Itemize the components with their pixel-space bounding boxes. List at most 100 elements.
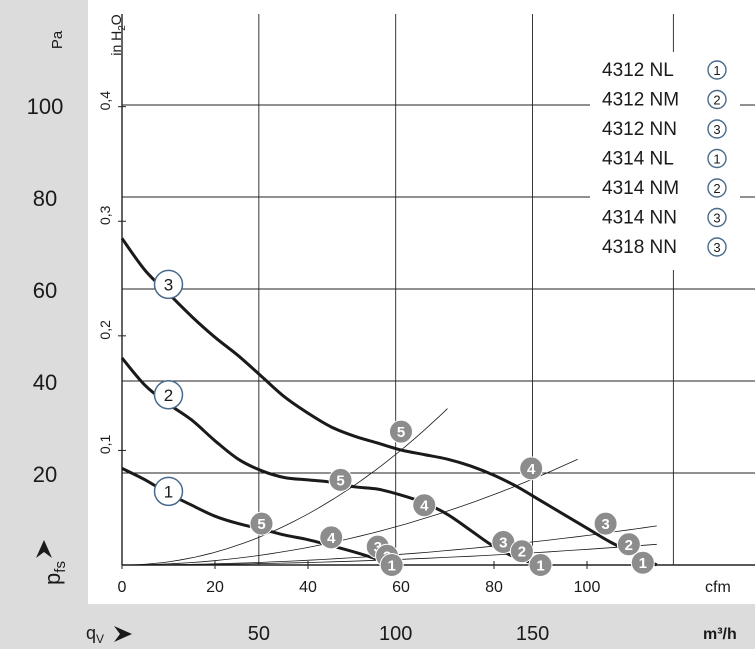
operating-point-disc	[593, 511, 618, 536]
axis-labels-layer: Pa in H2O cfm m³/h pfs qV	[36, 14, 737, 646]
legend-model-label: 4314 NN	[602, 208, 677, 229]
legend-model-label: 4314 NL	[602, 149, 674, 170]
operating-point-label: 3	[374, 539, 382, 556]
operating-point-marker: 4	[412, 493, 437, 518]
bottom-axis-band	[0, 604, 755, 649]
x-tick-label-cfm: 20	[206, 579, 224, 596]
curve-label-circle	[153, 476, 184, 507]
system-curve-3	[121, 458, 578, 566]
operating-point-disc	[528, 553, 553, 577]
operating-point-disc	[389, 419, 413, 444]
legend-curve-circle	[707, 148, 727, 169]
y-tick-label-pa: 20	[33, 462, 57, 487]
curve-label-2: 2	[153, 380, 184, 410]
operating-point-marker: 4	[519, 456, 544, 481]
y-tick-label-pa: 60	[33, 278, 57, 303]
legend-model-label: 4312 NL	[602, 60, 674, 81]
x-unit-m3h: m³/h	[703, 626, 737, 643]
legend-curve-circle	[707, 89, 727, 110]
operating-point-marker: 1	[379, 553, 404, 577]
legend-curve-number: 1	[713, 63, 720, 78]
operating-point-marker: 5	[389, 419, 413, 444]
operating-point-marker: 5	[249, 511, 274, 536]
y-axis-label-sub: fs	[52, 561, 69, 573]
legend-entry: 4314 NL 1	[602, 148, 727, 170]
y-unit-inh2o-sub: 2	[117, 25, 128, 31]
operating-point-label: 4	[327, 530, 336, 547]
legend-model-label: 4318 NN	[602, 237, 677, 258]
x-unit-cfm: cfm	[705, 579, 731, 596]
operating-point-marker: 5	[328, 467, 353, 492]
x-axis-label-main: q	[86, 623, 96, 643]
x-tick-label-cfm: 0	[118, 579, 127, 596]
x-tick-label-cfm: 80	[485, 579, 503, 596]
y-tick-label-pa: 40	[33, 370, 57, 395]
x-tick-label-m3h: 100	[379, 623, 412, 645]
curve-label-circle	[153, 269, 184, 300]
operating-point-label: 1	[388, 558, 396, 575]
operating-point-label: 1	[536, 558, 544, 575]
operating-point-disc	[328, 467, 353, 492]
operating-point-label: 5	[257, 516, 265, 533]
operating-point-marker: 3	[593, 511, 618, 536]
legend-curve-number: 3	[713, 211, 720, 226]
operating-point-disc	[319, 525, 344, 550]
y-tick-label-inh2o: 0,3	[97, 205, 113, 225]
operating-point-disc	[519, 456, 544, 481]
operating-point-disc	[630, 550, 655, 575]
x-tick-label-cfm: 40	[299, 579, 317, 596]
legend-model-label: 4312 NN	[602, 119, 677, 140]
legend-curve-number: 3	[713, 240, 720, 255]
operating-point-marker: 1	[528, 553, 553, 577]
operating-point-marker: 2	[509, 539, 534, 564]
curve-label-text: 3	[164, 275, 173, 294]
legend: 4312 NL 1 4312 NM 2 4312 NN 3 4314 NL 1 4314 NM 2…	[590, 52, 740, 270]
legend-model-label: 4312 NM	[602, 90, 679, 111]
y-tick-label-inh2o: 0,2	[97, 320, 113, 340]
legend-curve-number: 2	[713, 181, 720, 196]
y-unit-inh2o: in H2O	[108, 14, 128, 55]
operating-point-label: 5	[397, 424, 405, 441]
y-tick-label-pa: 100	[27, 94, 64, 119]
legend-entry: 4314 NN 3	[602, 208, 727, 229]
operating-point-marker: 1	[630, 550, 655, 575]
operating-point-label: 5	[336, 472, 344, 489]
operating-point-marker: 2	[616, 532, 641, 557]
x-axis-label-sub: V	[96, 632, 104, 646]
y-tick-label-inh2o: 0,4	[97, 91, 113, 111]
x-tick-label-m3h: 150	[516, 623, 549, 645]
legend-entry: 4312 NN 3	[602, 119, 727, 140]
x-axis-label: qV	[86, 623, 104, 646]
operating-point-label: 3	[499, 535, 507, 552]
y-unit-inh2o-main: in H	[108, 31, 124, 56]
operating-point-label: 3	[601, 516, 609, 533]
y-axis-arrow	[36, 540, 52, 558]
curve-label-text: 2	[164, 386, 173, 405]
legend-curve-circle	[707, 60, 727, 80]
operating-point-label: 2	[625, 537, 633, 554]
legend-curve-number: 3	[713, 122, 720, 137]
legend-entry: 4312 NM 2	[602, 89, 727, 111]
legend-curve-circle	[707, 178, 727, 198]
legend-curve-number: 1	[713, 152, 720, 167]
curve-label-1: 1	[153, 476, 184, 507]
operating-point-label: 4	[420, 498, 429, 515]
operating-point-disc	[616, 532, 641, 557]
x-tick-label-cfm: 60	[392, 579, 410, 596]
tick-labels-layer: 50 100 150 20 40 60 80 100 0,1 0,2 0,3 0,4 0 20 40 60 80…	[27, 91, 601, 645]
fan-curve-3	[120, 237, 658, 567]
legend-model-label: 4314 NM	[602, 178, 679, 199]
legend-entry: 4312 NL 1	[602, 60, 727, 81]
legend-entry: 4314 NM 2	[602, 178, 727, 199]
y-tick-label-inh2o: 0,1	[97, 434, 113, 454]
legend-curve-circle	[707, 237, 727, 257]
operating-point-disc	[379, 553, 404, 577]
y-axis-label: pfs	[40, 561, 69, 585]
y-unit-inh2o-tail: O	[108, 14, 124, 25]
fan-curves-layer	[120, 237, 658, 567]
curve-label-3: 3	[153, 269, 184, 300]
y-tick-label-pa: 80	[33, 186, 57, 211]
operating-point-label: 2	[518, 544, 526, 561]
legend-curve-number: 2	[713, 93, 720, 108]
